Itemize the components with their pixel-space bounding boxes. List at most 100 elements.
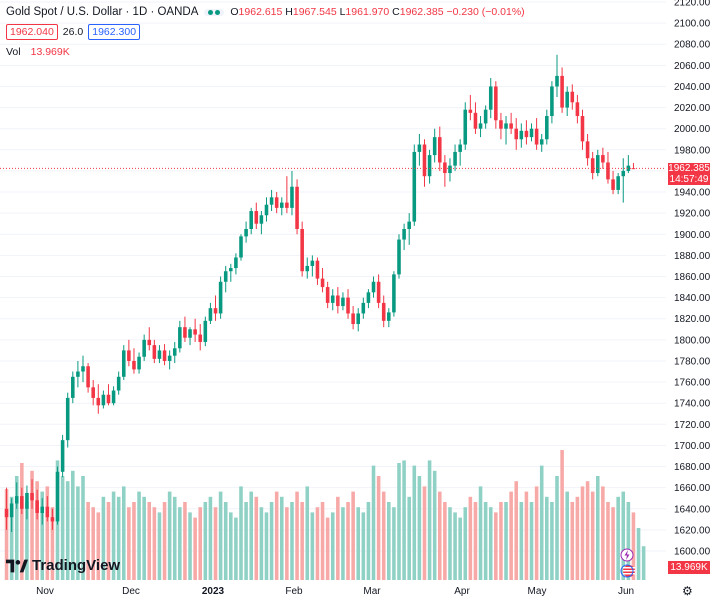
volume-bar — [259, 507, 264, 580]
candle — [463, 102, 468, 150]
candle-body — [305, 265, 310, 272]
candle-body — [458, 144, 462, 152]
volume-bar — [590, 491, 595, 580]
volume-bar — [234, 517, 238, 580]
candle-body — [412, 151, 417, 222]
candle-body — [300, 228, 304, 272]
volume-bar — [529, 502, 534, 580]
candle — [65, 392, 70, 448]
volume-bar — [585, 481, 590, 580]
volume-bar — [641, 546, 646, 580]
candle — [274, 192, 279, 214]
candle — [172, 341, 177, 364]
volume-bar — [132, 502, 136, 580]
candle-body — [162, 350, 167, 361]
candle — [458, 139, 462, 166]
gear-icon[interactable]: ⚙ — [682, 584, 693, 598]
volume-bar — [330, 512, 335, 580]
candle-body — [611, 179, 615, 190]
candle — [305, 257, 310, 279]
volume-bar — [76, 486, 80, 580]
candle-body — [244, 228, 248, 237]
price-axis[interactable]: 1600.00 1620.00 1640.00 1660.00 1680.00 1700.… — [674, 0, 710, 558]
candle — [422, 139, 427, 187]
volume-bar — [366, 502, 371, 580]
candle-body — [111, 390, 116, 404]
volume-bar — [264, 512, 269, 580]
spread-value: 26.0 — [62, 26, 84, 38]
volume-bar — [636, 528, 641, 580]
volume-bar — [50, 507, 55, 580]
volume-bar — [167, 491, 172, 580]
candle — [30, 479, 34, 509]
candle-body — [35, 500, 39, 513]
candle — [519, 123, 524, 148]
candle — [229, 263, 233, 282]
candle — [590, 151, 595, 180]
volume-bar — [40, 491, 45, 580]
candle — [325, 281, 330, 309]
candle — [351, 306, 355, 330]
candle — [249, 207, 253, 235]
volume-bar — [290, 502, 294, 580]
candle-body — [157, 350, 162, 359]
candle — [595, 149, 600, 177]
volume-bar — [274, 491, 279, 580]
volume-bar — [626, 502, 631, 580]
candle — [514, 118, 519, 150]
symbol-legend: Gold Spot / U.S. Dollar · 1D · OANDA O19… — [6, 6, 525, 18]
market-status-icon[interactable] — [204, 8, 225, 16]
volume-bar — [631, 512, 636, 580]
candle-body — [40, 506, 45, 513]
candle — [55, 466, 60, 525]
price-tick-label: 1680.00 — [674, 462, 710, 473]
low-label: L — [339, 6, 346, 18]
candle-body — [381, 302, 386, 321]
lightning-icon[interactable] — [620, 548, 634, 562]
candle — [254, 202, 259, 229]
volume-bar — [417, 476, 422, 580]
volume-bar — [351, 491, 355, 580]
volume-bar — [453, 512, 457, 580]
volume-bar — [35, 481, 39, 580]
candle — [157, 345, 162, 364]
candle-body — [264, 204, 269, 216]
candle-body — [198, 334, 203, 342]
volume-bar — [601, 486, 605, 580]
volume-bar — [509, 491, 513, 580]
bid-button[interactable]: 1962.040 — [6, 24, 58, 40]
candle-body — [590, 158, 595, 174]
volume-bar — [213, 507, 218, 580]
candle — [223, 265, 228, 293]
volume-bar — [427, 460, 432, 580]
candle-body — [601, 155, 605, 163]
volume-bar — [45, 486, 50, 580]
candle — [387, 308, 391, 328]
candle — [417, 133, 422, 166]
time-axis[interactable]: Nov Dec 2023 Feb Mar Apr May Jun — [36, 586, 634, 597]
volume-bar — [519, 502, 524, 580]
candle-body — [208, 308, 213, 321]
candle-body — [183, 327, 187, 338]
ohlc-values: O1962.615 H1967.545 L1961.970 C1962.385 … — [230, 6, 524, 18]
candle-body — [402, 228, 406, 240]
events-markers[interactable] — [620, 548, 640, 578]
tradingview-logo[interactable]: TradingView — [6, 557, 120, 574]
candle-body — [494, 86, 498, 121]
candle — [565, 86, 569, 117]
symbol-title[interactable]: Gold Spot / U.S. Dollar · 1D · OANDA — [6, 6, 199, 18]
time-tick-label: Nov — [36, 586, 54, 597]
candle-body — [269, 197, 274, 205]
volume-bar — [524, 491, 529, 580]
candle — [371, 276, 376, 298]
us-flag-icon[interactable] — [620, 564, 635, 578]
volume-bar — [142, 496, 146, 580]
volume-bar — [616, 496, 620, 580]
ask-button[interactable]: 1962.300 — [88, 24, 141, 40]
price-tick-label: 1740.00 — [674, 399, 710, 410]
volume-label[interactable]: Vol — [6, 46, 21, 58]
volume-bar — [198, 507, 203, 580]
candle — [361, 297, 366, 319]
candle-body — [25, 492, 29, 509]
